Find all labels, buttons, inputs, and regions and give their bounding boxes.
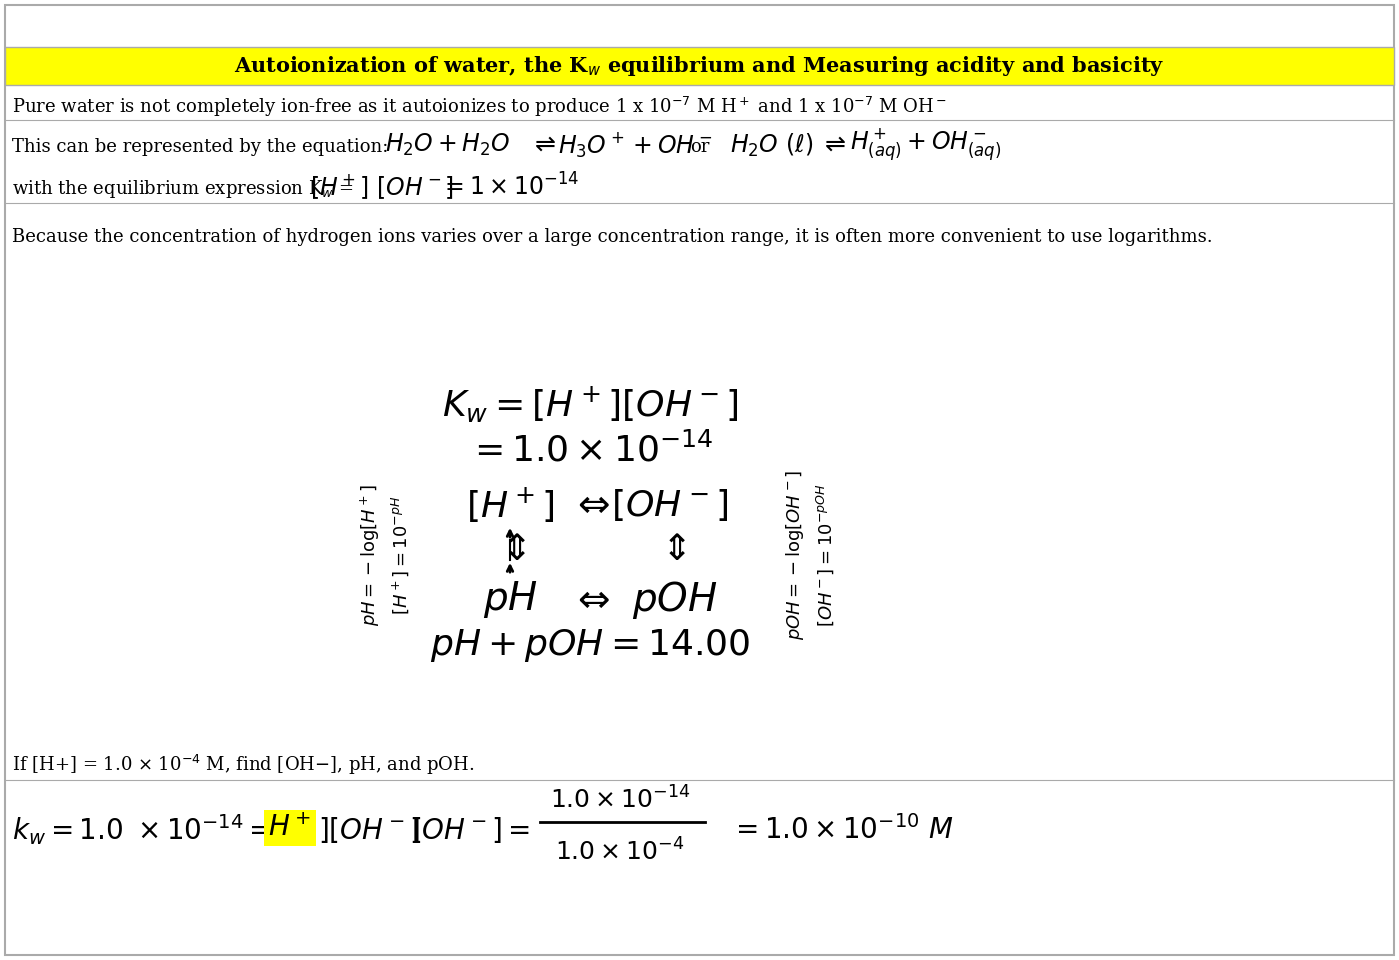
Text: $1.0 \times 10^{-14}$: $1.0 \times 10^{-14}$ — [550, 786, 690, 814]
Text: $\Leftrightarrow$: $\Leftrightarrow$ — [569, 486, 610, 524]
Text: $H_2O + H_2O$: $H_2O + H_2O$ — [385, 132, 511, 158]
Text: $pH$: $pH$ — [483, 580, 537, 620]
Text: $[OH^-] = $: $[OH^-] = $ — [411, 815, 530, 845]
Text: $][OH^-]$: $][OH^-]$ — [318, 815, 420, 845]
Text: $\rightleftharpoons$: $\rightleftharpoons$ — [820, 133, 846, 157]
Text: $[H^+]\ [OH^-]$: $[H^+]\ [OH^-]$ — [311, 173, 455, 202]
Text: $H^+_{(aq)}+ OH^-_{(aq)}$: $H^+_{(aq)}+ OH^-_{(aq)}$ — [851, 127, 1002, 163]
Text: $[OH^-] = 10^{-pOH}$: $[OH^-] = 10^{-pOH}$ — [814, 483, 835, 627]
Text: $\Updownarrow$: $\Updownarrow$ — [655, 533, 686, 567]
Text: $[H^+] = 10^{-pH}$: $[H^+] = 10^{-pH}$ — [389, 495, 411, 614]
Text: $\Updownarrow$: $\Updownarrow$ — [494, 533, 526, 567]
Text: $pH + pOH = 14.00$: $pH + pOH = 14.00$ — [429, 627, 750, 663]
Text: $[H^+]$: $[H^+]$ — [466, 485, 554, 525]
Text: with the equilibrium expression K$_w$ =: with the equilibrium expression K$_w$ = — [13, 178, 355, 200]
Text: $\Leftrightarrow$: $\Leftrightarrow$ — [569, 581, 610, 619]
Text: Pure water is not completely ion-free as it autoionizes to produce 1 x 10$^{-7}$: Pure water is not completely ion-free as… — [13, 95, 947, 119]
Text: $= 1.0 \times 10^{-10}\ M$: $= 1.0 \times 10^{-10}\ M$ — [730, 815, 954, 845]
Text: This can be represented by the equation:: This can be represented by the equation: — [13, 138, 395, 156]
Text: or: or — [690, 138, 709, 156]
Bar — [6, 47, 1393, 85]
Text: $pOH = -\log[OH^-]$: $pOH = -\log[OH^-]$ — [783, 469, 806, 640]
Text: $= 1\times10^{-14}$: $= 1\times10^{-14}$ — [441, 174, 579, 201]
Text: $\rightleftharpoons$: $\rightleftharpoons$ — [530, 133, 557, 157]
Text: Autoionization of water, the K$_w$ equilibrium and Measuring acidity and basicit: Autoionization of water, the K$_w$ equil… — [235, 54, 1164, 78]
Text: $H_2O\ (\ell)$: $H_2O\ (\ell)$ — [730, 132, 813, 158]
Text: $H_3O^+ + OH^-$: $H_3O^+ + OH^-$ — [558, 131, 712, 159]
Text: $pOH$: $pOH$ — [632, 579, 718, 621]
Text: If [H+] = 1.0 $\times$ 10$^{-4}$ M, find [OH$-$], pH, and pOH.: If [H+] = 1.0 $\times$ 10$^{-4}$ M, find… — [13, 753, 474, 777]
Text: $= 1.0 \times 10^{-14}$: $= 1.0 \times 10^{-14}$ — [467, 432, 713, 468]
Text: $pH = -\log[H^+]$: $pH = -\log[H^+]$ — [358, 484, 382, 626]
Text: Because the concentration of hydrogen ions varies over a large concentration ran: Because the concentration of hydrogen io… — [13, 228, 1213, 246]
Text: $K_w = [H^+][OH^-]$: $K_w = [H^+][OH^-]$ — [442, 385, 739, 425]
Text: $H^+$: $H^+$ — [269, 814, 312, 842]
Text: $1.0 \times 10^{-4}$: $1.0 \times 10^{-4}$ — [555, 838, 684, 866]
Text: $k_w = 1.0\ \times 10^{-14}= [$: $k_w = 1.0\ \times 10^{-14}= [$ — [13, 813, 288, 848]
Text: $[OH^-]$: $[OH^-]$ — [611, 487, 729, 523]
